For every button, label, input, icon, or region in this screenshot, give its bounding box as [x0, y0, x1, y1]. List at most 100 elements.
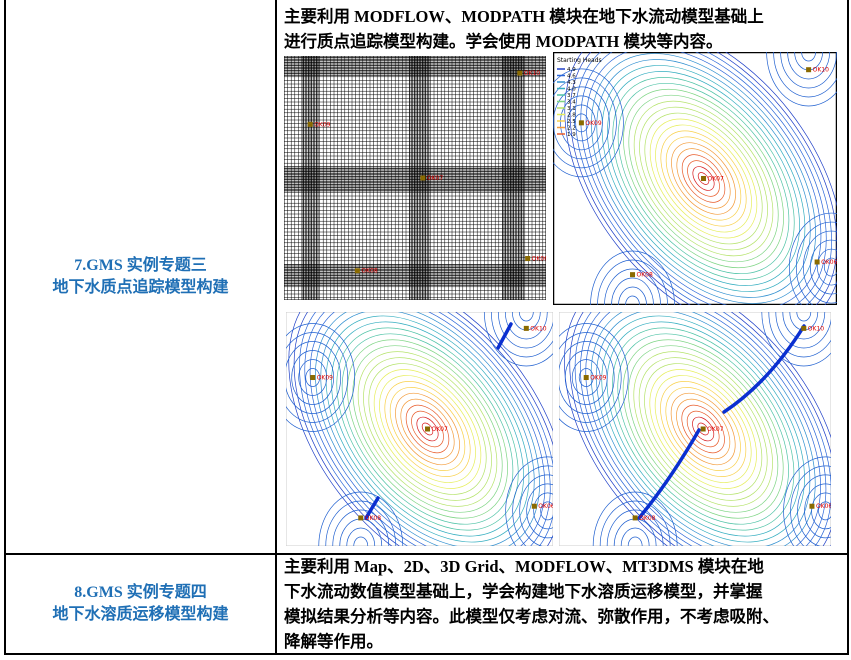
contour — [692, 166, 715, 191]
well — [517, 70, 523, 76]
contour — [816, 248, 837, 286]
contour — [766, 52, 837, 107]
contour — [585, 312, 821, 546]
contour — [325, 315, 530, 543]
well-label: OK06 — [532, 256, 546, 263]
legend-title: Starting Heads — [557, 57, 602, 64]
contour — [780, 52, 837, 89]
border — [847, 0, 849, 655]
well — [307, 121, 313, 127]
topic-cell: 7.GMS 实例专题三 地下水质点追踪模型构建 — [6, 0, 275, 553]
topic-line: 地下水质点追踪模型构建 — [52, 278, 229, 296]
contour — [526, 483, 553, 539]
contour — [305, 368, 321, 387]
contour — [293, 312, 553, 546]
description: 主要利用 MODFLOW、MODPATH 模块在地下水流动模型基础上 进行质点追… — [284, 4, 764, 54]
well-label: OK06 — [821, 259, 837, 266]
contour — [623, 88, 784, 269]
contour — [341, 333, 514, 525]
contour — [553, 68, 624, 178]
legend-label: 3.7 — [567, 93, 576, 99]
contour — [299, 312, 553, 546]
contour-figure: OK10 OK09 OK07 OK08 OK06 — [559, 312, 831, 546]
contour — [644, 112, 763, 245]
contour — [298, 359, 328, 396]
topic-line: 地下水溶质运移模型构建 — [52, 606, 229, 623]
contour — [560, 95, 603, 151]
legend-label: 4.0 — [567, 87, 576, 93]
contour — [697, 172, 710, 185]
particle-path — [496, 322, 513, 350]
well — [358, 515, 364, 521]
contour — [574, 113, 589, 133]
contour — [639, 106, 768, 251]
contour — [353, 536, 369, 546]
contour — [804, 483, 831, 539]
contour — [625, 295, 640, 305]
contour — [580, 312, 827, 546]
well — [420, 175, 426, 181]
contour — [332, 509, 390, 546]
well-label: OK09 — [314, 121, 330, 128]
contour — [676, 398, 731, 460]
contour — [405, 404, 450, 454]
contour — [384, 381, 471, 477]
contour — [564, 312, 831, 546]
contour — [676, 148, 731, 209]
contour — [318, 491, 404, 546]
particle-path — [722, 324, 806, 414]
well-label: OK07 — [707, 426, 723, 433]
contour — [795, 221, 837, 305]
contour — [505, 456, 553, 546]
contour — [655, 124, 752, 233]
particle-path — [637, 428, 701, 520]
contour — [633, 100, 774, 257]
contour — [286, 341, 342, 414]
desc-line: 进行质点追踪模型构建。学会使用 MODPATH 模块等内容。 — [284, 32, 723, 51]
contour — [320, 312, 535, 546]
contour — [773, 52, 837, 98]
legend-label: 3.4 — [567, 100, 576, 106]
contour — [559, 341, 615, 414]
contour — [687, 160, 720, 197]
contour — [288, 312, 553, 546]
contour — [286, 323, 356, 432]
contour — [599, 500, 671, 546]
well — [425, 426, 431, 432]
legend-label: 2.8 — [567, 113, 576, 119]
grid-figure: OK10 OK09 OK07 OK08 OK06 — [284, 56, 546, 300]
contour — [553, 77, 617, 169]
well-label: OK07 — [432, 426, 448, 433]
border — [4, 553, 849, 555]
contour — [596, 59, 811, 298]
well-label: OK07 — [427, 175, 443, 182]
contour — [670, 392, 736, 466]
well — [531, 503, 537, 509]
contour — [325, 500, 397, 546]
well — [354, 268, 360, 274]
border — [275, 0, 277, 655]
legend-label: 4.6 — [567, 74, 576, 80]
topic-line: 8.GMS 实例专题四 — [74, 584, 207, 601]
contour — [331, 321, 524, 537]
contour — [336, 327, 519, 531]
contour — [681, 404, 725, 454]
contour — [592, 491, 678, 546]
contour — [559, 332, 622, 423]
contour — [363, 357, 492, 501]
contour — [801, 52, 816, 62]
contour — [627, 536, 643, 546]
well — [801, 325, 807, 331]
contour — [620, 527, 650, 546]
contour — [564, 350, 608, 405]
well-label: OK09 — [317, 375, 333, 382]
contour — [611, 277, 654, 305]
contour — [309, 312, 546, 546]
desc-line: 降解等作用。 — [284, 632, 383, 651]
contour — [357, 351, 498, 507]
contour — [596, 312, 811, 546]
contour — [811, 492, 831, 530]
contour — [578, 368, 594, 387]
contour — [379, 375, 476, 483]
